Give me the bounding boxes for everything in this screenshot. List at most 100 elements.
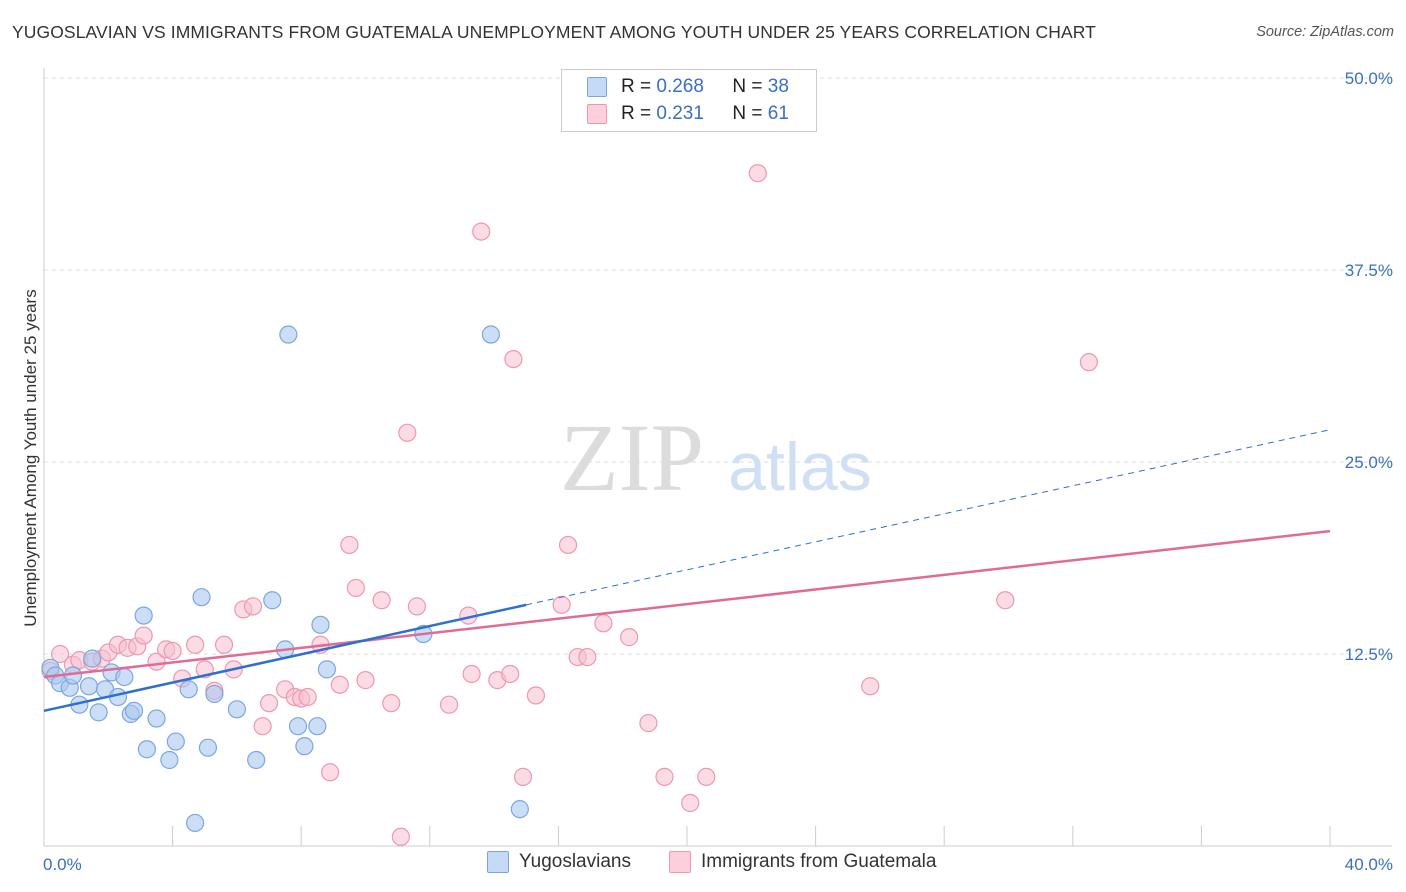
data-point-guatemala — [391, 827, 410, 846]
legend-swatch-pink — [587, 104, 607, 124]
series-legend-guatemala[interactable]: Immigrants from Guatemala — [669, 851, 936, 873]
data-point-guatemala — [697, 767, 716, 786]
legend-row-yugoslavians: R = 0.268 N = 38 — [587, 75, 789, 99]
data-point-guatemala — [655, 767, 674, 786]
source-label: Source: ZipAtlas.com — [1256, 24, 1394, 40]
data-point-guatemala — [501, 664, 520, 684]
data-point-yugoslavian — [288, 717, 308, 736]
data-point-guatemala — [330, 675, 349, 694]
data-point-yugoslavian — [137, 740, 156, 759]
series-swatch-blue — [487, 851, 509, 873]
data-point-guatemala — [996, 591, 1015, 610]
data-point-guatemala — [346, 578, 365, 598]
data-point-yugoslavian — [198, 738, 218, 757]
data-point-guatemala — [321, 763, 340, 782]
data-point-guatemala — [134, 626, 153, 645]
trend-line-yugoslavian — [43, 603, 527, 713]
data-point-guatemala — [356, 671, 375, 690]
data-point-guatemala — [259, 694, 279, 713]
data-point-guatemala — [186, 635, 205, 654]
data-point-guatemala — [382, 694, 401, 713]
data-point-yugoslavian — [279, 325, 298, 344]
trend-line-guatemala — [43, 529, 1331, 679]
y-tick-label: 25.0% — [1345, 453, 1393, 472]
data-point-guatemala — [253, 717, 272, 736]
series-legend-label: Yugoslavians — [519, 851, 631, 872]
data-point-yugoslavian — [79, 677, 99, 696]
chart-title: YUGOSLAVIAN VS IMMIGRANTS FROM GUATEMALA… — [12, 22, 1096, 42]
data-point-yugoslavian — [247, 750, 266, 770]
legend-swatch-blue — [587, 77, 607, 97]
y-tick-label: 50.0% — [1345, 69, 1393, 88]
y-axis-label: Unemployment Among Youth under 25 years — [21, 289, 40, 626]
data-point-guatemala — [558, 535, 578, 555]
legend-n-label: N = — [732, 76, 763, 97]
data-point-yugoslavian — [179, 680, 198, 699]
data-point-guatemala — [578, 647, 597, 667]
data-point-guatemala — [1079, 353, 1098, 372]
data-point-yugoslavian — [192, 588, 211, 607]
data-point-yugoslavian — [317, 660, 337, 679]
series-legend-label: Immigrants from Guatemala — [701, 851, 937, 872]
legend-n-value: 38 — [767, 76, 789, 97]
data-point-guatemala — [439, 695, 459, 714]
data-point-yugoslavian — [166, 732, 185, 751]
legend-r-value: 0.268 — [656, 76, 704, 97]
series-legend-yugoslavians[interactable]: Yugoslavians — [487, 851, 631, 873]
data-point-guatemala — [681, 793, 700, 813]
legend-row-guatemala: R = 0.231 N = 61 — [587, 102, 789, 126]
data-point-yugoslavian — [115, 667, 134, 687]
data-point-guatemala — [526, 686, 545, 705]
data-point-yugoslavian — [160, 750, 179, 770]
data-point-yugoslavian — [311, 615, 330, 634]
x-tick-label: 0.0% — [43, 855, 82, 874]
watermark-atlas: atlas — [728, 429, 872, 505]
blue-series-points — [41, 325, 529, 833]
data-point-yugoslavian — [124, 701, 144, 720]
data-point-guatemala — [552, 595, 571, 614]
data-point-guatemala — [861, 677, 880, 696]
data-point-guatemala — [243, 597, 263, 616]
data-point-yugoslavian — [510, 800, 529, 819]
legend-r-value: 0.231 — [656, 103, 704, 124]
data-point-yugoslavian — [263, 591, 282, 610]
data-point-guatemala — [513, 767, 533, 786]
data-point-yugoslavian — [89, 703, 108, 722]
data-point-yugoslavian — [147, 709, 166, 728]
correlation-legend: R = 0.268 N = 38 R = 0.231 N = 61 — [561, 69, 817, 132]
data-point-guatemala — [504, 349, 523, 369]
axis-layer: 12.5% 25.0% 37.5% 50.0% 0.0% 40.0% — [43, 68, 1393, 874]
data-point-yugoslavian — [186, 813, 205, 833]
data-point-guatemala — [50, 644, 70, 664]
data-point-guatemala — [462, 664, 481, 684]
legend-r-label: R = — [621, 76, 652, 97]
y-tick-label: 12.5% — [1345, 645, 1393, 664]
x-tick-label: 40.0% — [1345, 855, 1393, 874]
data-point-yugoslavian — [134, 606, 153, 625]
data-point-guatemala — [340, 535, 359, 555]
data-point-guatemala — [594, 614, 613, 633]
data-point-guatemala — [639, 714, 658, 733]
data-point-guatemala — [748, 164, 767, 183]
data-point-guatemala — [214, 635, 234, 654]
legend-n-value: 61 — [767, 103, 789, 124]
data-point-guatemala — [372, 591, 391, 610]
data-point-yugoslavian — [83, 649, 102, 668]
data-point-yugoslavian — [205, 684, 224, 704]
data-point-yugoslavian — [295, 737, 314, 756]
data-point-guatemala — [163, 641, 182, 661]
watermark-zip: ZIP — [560, 404, 704, 511]
data-point-yugoslavian — [481, 325, 500, 344]
data-point-yugoslavian — [308, 717, 327, 736]
data-point-guatemala — [398, 423, 417, 442]
trend-line-yugoslavian-extension — [526, 429, 1331, 606]
grid-layer — [44, 77, 1392, 655]
series-swatch-pink — [669, 851, 691, 873]
data-point-guatemala — [620, 628, 639, 647]
data-point-guatemala — [472, 222, 491, 241]
legend-n-label: N = — [732, 103, 763, 124]
series-legend: Yugoslavians Immigrants from Guatemala — [0, 851, 1406, 877]
watermark: ZIP atlas — [560, 404, 872, 511]
data-point-guatemala — [407, 597, 427, 616]
